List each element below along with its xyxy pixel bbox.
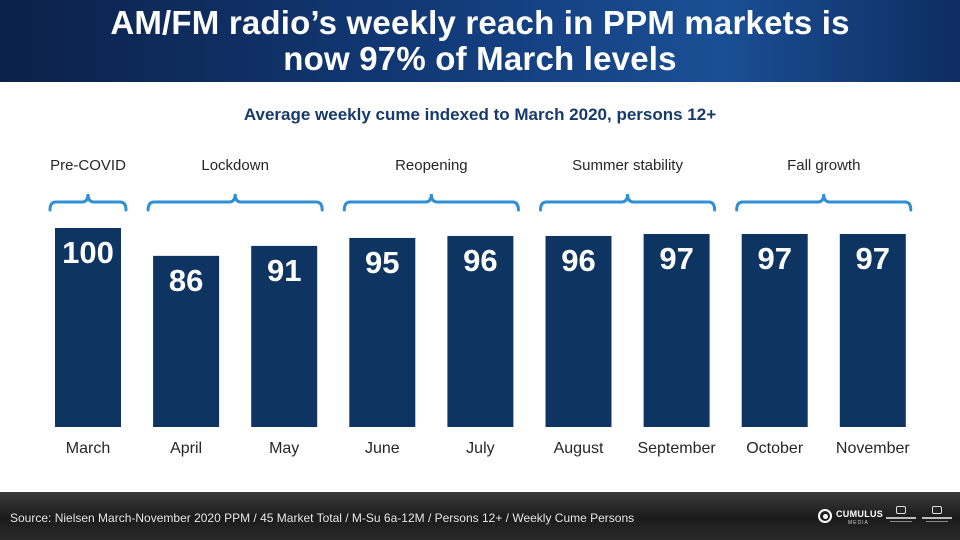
data-label: 96: [561, 243, 595, 278]
source-text: Source: Nielsen March-November 2020 PPM …: [10, 511, 635, 525]
data-label: 97: [757, 241, 791, 276]
bar-june: [349, 237, 416, 427]
bar-chart: 100 March 86 April 91 May 95 June 96 July 96 August…: [48, 157, 913, 457]
category-label: July: [466, 440, 494, 457]
chart-title: Average weekly cume indexed to March 202…: [243, 105, 717, 124]
category-label: May: [269, 440, 299, 457]
bar-november: [839, 233, 906, 427]
bar-march: [55, 228, 121, 427]
group-label: Reopening: [395, 157, 468, 174]
title-line-1: AM/FM radio’s weekly reach in PPM market…: [110, 4, 850, 41]
data-label: 97: [659, 241, 693, 276]
group-label: Summer stability: [572, 157, 683, 174]
footer: Source: Nielsen March-November 2020 PPM …: [0, 492, 960, 540]
data-label: 100: [62, 235, 114, 270]
bar-august: [545, 235, 612, 427]
category-label: June: [365, 440, 400, 457]
group-bracket: [48, 193, 128, 212]
data-label: 91: [267, 253, 301, 288]
group-bracket: [539, 193, 717, 212]
data-label: 96: [463, 243, 497, 278]
category-label: October: [746, 440, 804, 457]
group-label: Lockdown: [201, 157, 269, 174]
cumulus-logo-icon: [818, 509, 832, 523]
group-label: Fall growth: [787, 157, 860, 174]
cumulus-radio-logo-icon: [886, 506, 916, 526]
group-label: Pre-COVID: [50, 157, 126, 174]
category-label: April: [170, 440, 202, 457]
category-label: November: [836, 440, 910, 457]
logo-word: CUMULUS: [836, 509, 884, 519]
header: AM/FM radio’s weekly reach in PPM market…: [0, 0, 960, 82]
bar-october: [741, 233, 808, 427]
data-label: 95: [365, 245, 399, 280]
bar-may: [251, 245, 318, 427]
westwood-one-logo-icon: [922, 506, 952, 526]
category-label: September: [637, 440, 716, 457]
bar-july: [447, 235, 514, 427]
group-bracket: [146, 193, 324, 212]
bar-april: [153, 255, 220, 427]
category-label: August: [554, 440, 604, 457]
group-bracket: [342, 193, 520, 212]
category-label: March: [66, 440, 110, 457]
cumulus-media-logo: CUMULUS MEDIA: [818, 508, 883, 530]
bar-september: [643, 233, 710, 427]
group-bracket: [735, 193, 913, 212]
page-title: AM/FM radio’s weekly reach in PPM market…: [0, 5, 960, 77]
data-label: 97: [856, 241, 890, 276]
data-label: 86: [169, 263, 203, 298]
logo-sub: MEDIA: [848, 520, 869, 526]
title-line-2: now 97% of March levels: [283, 40, 677, 77]
